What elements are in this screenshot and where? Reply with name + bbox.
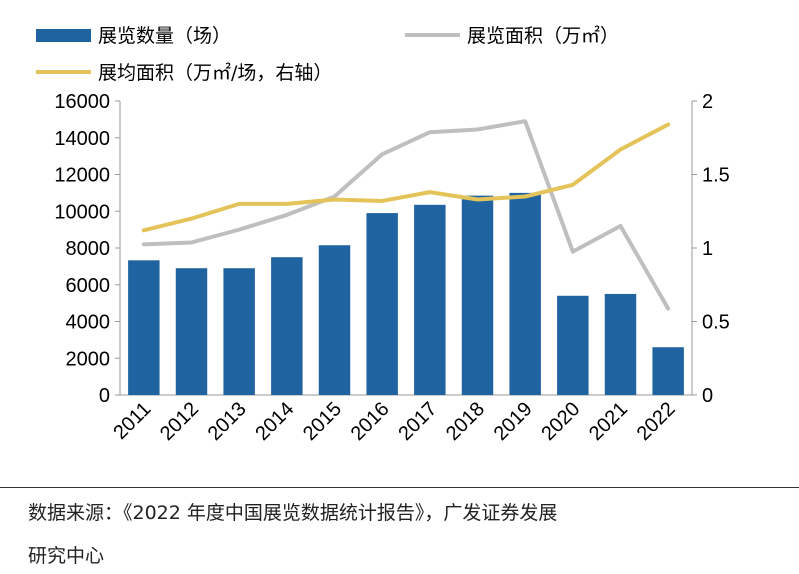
right-tick-label: 2 <box>702 91 713 113</box>
bar-2013 <box>223 268 255 395</box>
legend-label: 展均面积（万㎡/场，右轴） <box>98 61 332 84</box>
bar-2016 <box>366 213 398 395</box>
left-tick-label: 12000 <box>54 165 110 187</box>
bar-2017 <box>414 204 446 395</box>
line-series-area <box>141 119 671 311</box>
x-tick-label: 2021 <box>585 398 632 445</box>
bar-2012 <box>175 268 208 395</box>
bar-2020 <box>557 295 589 395</box>
left-tick-label: 8000 <box>66 238 111 260</box>
right-tick-label: 1 <box>702 238 713 260</box>
x-tick-label: 2013 <box>204 398 251 445</box>
line-series-avg-area <box>141 122 671 233</box>
left-tick-label: 6000 <box>66 275 111 297</box>
right-tick-label: 1.5 <box>702 165 730 187</box>
left-tick-label: 2000 <box>66 348 111 370</box>
x-tick-label: 2014 <box>251 398 298 445</box>
bar-2022 <box>652 347 684 395</box>
left-tick-label: 16000 <box>54 91 110 113</box>
divider <box>0 487 799 488</box>
right-tick-label: 0.5 <box>702 312 730 334</box>
bar-2019 <box>509 192 541 395</box>
x-tick-label: 2017 <box>394 398 441 445</box>
bar-2011 <box>128 260 160 395</box>
x-tick-label: 2019 <box>490 398 537 445</box>
left-tick-label: 10000 <box>54 201 110 223</box>
legend-label: 展览面积（万㎡） <box>467 24 619 47</box>
left-tick-label: 0 <box>99 385 110 407</box>
left-tick-label: 4000 <box>66 312 111 334</box>
x-tick-label: 2020 <box>537 398 584 445</box>
right-tick-label: 0 <box>702 385 713 407</box>
left-tick-label: 14000 <box>54 128 110 150</box>
x-tick-label: 2016 <box>347 398 394 445</box>
x-tick-label: 2015 <box>299 398 346 445</box>
x-tick-label: 2011 <box>109 398 155 444</box>
legend-label: 展览数量（场） <box>98 25 231 47</box>
bar-2021 <box>604 293 637 395</box>
chart: 0 2000 4000 6000 8000 10000 12000 14000 16000 0 0.… <box>36 24 730 445</box>
x-tick-label: 2018 <box>442 398 489 445</box>
source-note-line2: 研究中心 <box>28 545 105 567</box>
x-tick-label: 2012 <box>156 398 203 445</box>
legend-swatch-bar <box>36 29 91 42</box>
bar-2018 <box>461 195 494 395</box>
bar-2014 <box>271 257 303 395</box>
source-note-line1: 数据来源：《2022 年度中国展览数据统计报告》，广发证券发展 <box>28 502 558 524</box>
bar-2015 <box>318 245 351 395</box>
x-tick-label: 2022 <box>633 398 680 445</box>
